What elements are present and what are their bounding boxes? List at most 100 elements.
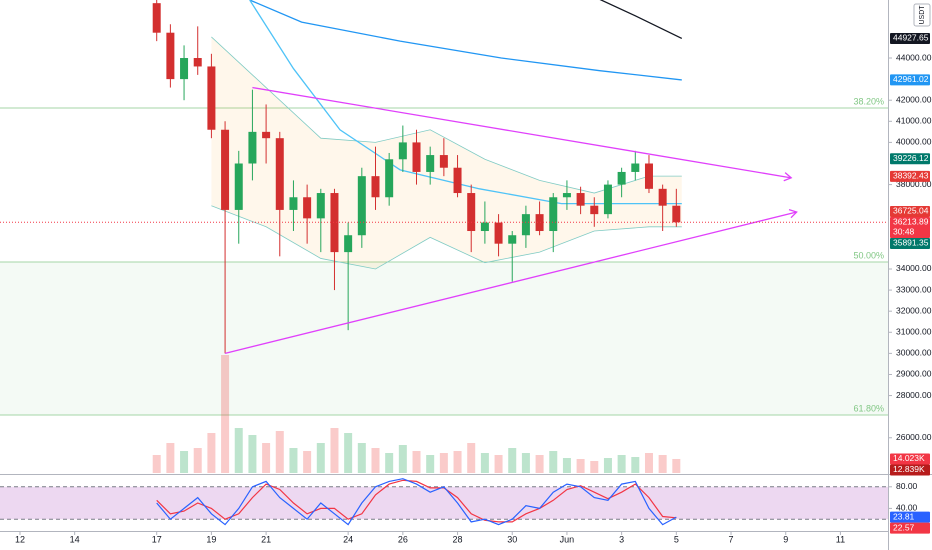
fib-label: 50.00% (853, 250, 884, 260)
moving-average (249, 0, 682, 205)
candle-body (316, 193, 325, 219)
trendline (252, 86, 792, 179)
candle-body (357, 176, 366, 236)
y-tick-label: 30000.00 (896, 348, 932, 358)
candle-body (590, 205, 599, 215)
volume-bar (262, 443, 271, 473)
trendline-arrow (783, 172, 793, 182)
y-tick-label: 26000.00 (896, 432, 932, 442)
candle-body (480, 222, 489, 232)
x-tick-label: 7 (729, 534, 734, 544)
currency-badge[interactable] (913, 3, 931, 27)
stoch-tick-label: 40.00 (896, 503, 918, 513)
candle-body (439, 155, 448, 168)
candle-body (426, 155, 435, 172)
value-badge (890, 74, 930, 86)
value-badge (890, 216, 930, 238)
moving-average (249, 0, 682, 81)
stochastic-pane (0, 478, 888, 526)
candle-body (412, 142, 421, 172)
candle-body (535, 214, 544, 232)
value-badge (890, 522, 930, 534)
candle-body (262, 131, 271, 139)
value-badge-label: 23.81 (893, 511, 915, 521)
volume-bar (467, 443, 476, 473)
value-badge (890, 170, 930, 182)
volume-bar (234, 428, 243, 473)
volume-bar (617, 455, 626, 473)
value-badge (890, 32, 930, 44)
volume-bar (180, 451, 189, 473)
x-tick-label: 24 (343, 534, 353, 544)
candle-body (672, 205, 681, 223)
candle-body (644, 163, 653, 189)
volume-bar (535, 455, 544, 473)
volume-bar (631, 457, 640, 473)
volume-bar (275, 431, 284, 473)
volume-bar (494, 455, 503, 473)
candle-body (467, 193, 476, 232)
x-tick-label: 12 (15, 534, 25, 544)
candle-body (494, 222, 503, 244)
volume-bar (590, 461, 599, 473)
volume-bar (644, 453, 653, 473)
value-badge (890, 453, 930, 465)
candle-body (658, 188, 667, 206)
y-tick-label: 42000.00 (896, 94, 932, 104)
candle-body (508, 235, 517, 244)
candle-body (289, 197, 298, 210)
y-tick-label: 41000.00 (896, 116, 932, 126)
y-tick-label: 40000.00 (896, 137, 932, 147)
price-pane: 38.20% 50.00% 61.80% (0, 0, 888, 473)
candle-body (330, 193, 339, 253)
countdown-label: 30:48 (893, 227, 915, 237)
candle-body (248, 131, 257, 164)
candle-body (521, 214, 530, 236)
value-badge (890, 237, 930, 249)
value-badge (890, 511, 930, 523)
value-badge-label: 36213.89 (893, 217, 929, 227)
volume-bar (508, 448, 517, 473)
value-badge (890, 205, 930, 217)
volume-bar (672, 458, 681, 473)
value-badge-label: 38392.43 (893, 171, 929, 181)
value-badge-label: 22.57 (893, 522, 915, 532)
volume-bar (426, 455, 435, 473)
trendline-arrow (788, 209, 798, 219)
fib-zone (0, 262, 888, 415)
volume-bar (357, 443, 366, 473)
y-tick-label: 29000.00 (896, 369, 932, 379)
x-tick-label: 14 (70, 534, 80, 544)
candle-body (275, 138, 284, 210)
volume-bar (344, 433, 353, 473)
volume-bar (480, 453, 489, 473)
volume-bar (658, 455, 667, 473)
candle-body (617, 171, 626, 185)
candle-body (576, 193, 585, 206)
value-badge-label: 42961.02 (893, 74, 929, 84)
volume-bar (207, 433, 216, 473)
fib-label: 38.20% (853, 96, 884, 106)
x-tick-label: 30 (507, 534, 517, 544)
value-badge-label: 14.023K (893, 453, 925, 463)
x-tick-label: 17 (152, 534, 162, 544)
axes: 44000.00 42000.00 41000.00 40000.00 38000.00… (15, 33, 932, 545)
candle-body (166, 32, 175, 80)
volume-bar (289, 448, 298, 473)
value-badge (890, 464, 930, 476)
volume-bar (521, 453, 530, 473)
volume-bar (603, 458, 612, 473)
candle-body (303, 197, 312, 219)
trendline (224, 211, 797, 355)
volume-bar (248, 435, 257, 473)
x-tick-label: 21 (261, 534, 271, 544)
volume-bar (385, 453, 394, 473)
volume-bar (152, 455, 161, 473)
stoch-band (0, 486, 888, 520)
band-lower (211, 205, 682, 270)
candle-body (344, 235, 353, 253)
volume-bar (562, 458, 571, 473)
volume-bar (398, 445, 407, 473)
